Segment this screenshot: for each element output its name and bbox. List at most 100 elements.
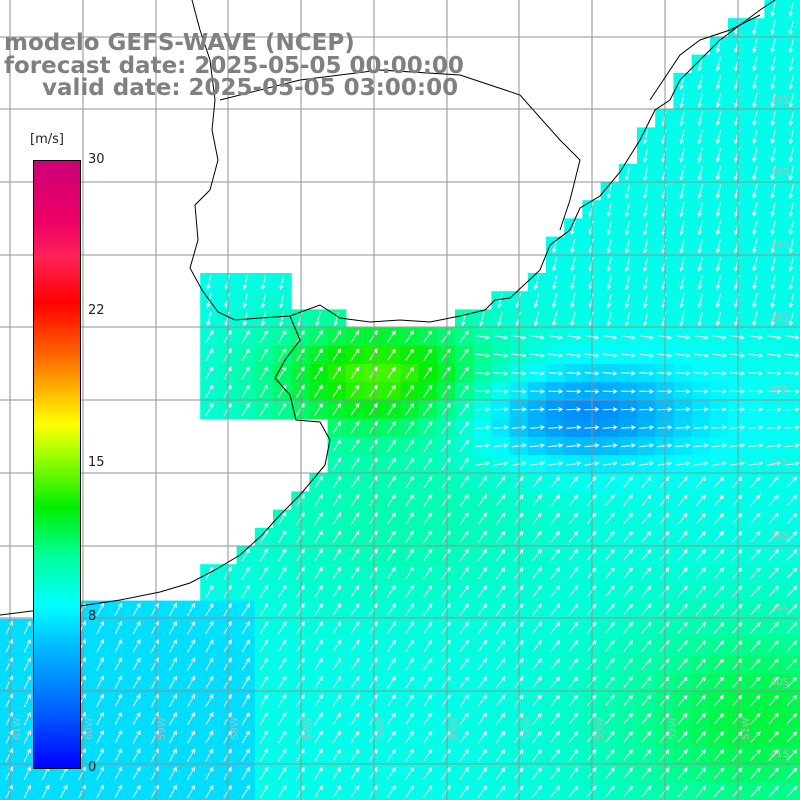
wind-arrow: [332, 475, 342, 489]
wind-arrow: [566, 352, 582, 358]
wind-arrow: [423, 566, 433, 580]
wind-arrow: [368, 603, 378, 616]
wind-arrow: [548, 425, 564, 430]
wind-arrow: [677, 694, 688, 707]
wind-arrow: [568, 585, 579, 598]
wind-arrow: [713, 731, 725, 743]
wind-arrow: [169, 693, 177, 708]
wind-arrow: [296, 384, 305, 398]
wind-arrow: [715, 111, 722, 127]
wind-arrow: [715, 184, 722, 199]
wind-arrow: [786, 749, 798, 761]
wind-arrow: [277, 584, 287, 598]
wind-arrow: [786, 640, 798, 652]
wind-arrow: [788, 20, 794, 36]
wind-arrow: [169, 639, 177, 653]
wind-arrow: [624, 238, 631, 254]
wind-arrow: [639, 443, 655, 448]
wind-arrow: [350, 584, 360, 598]
wind-arrow: [679, 184, 685, 199]
wind-arrow: [296, 548, 305, 562]
wind-arrow: [602, 370, 618, 376]
wind-arrow: [568, 494, 579, 507]
wind-arrow: [788, 74, 794, 90]
wind-arrow: [752, 184, 758, 199]
wind-arrow: [788, 93, 794, 108]
wind-arrow: [570, 275, 576, 290]
wind-arrow: [620, 335, 636, 340]
wind-arrow: [750, 694, 761, 707]
wind-arrow: [532, 494, 542, 507]
wind-arrow: [641, 548, 652, 561]
wind-arrow: [423, 330, 433, 343]
wind-arrow: [695, 494, 706, 507]
wind-arrow: [606, 256, 612, 272]
wind-arrow: [620, 461, 636, 466]
wind-arrow: [169, 620, 177, 635]
wind-arrow: [23, 748, 32, 762]
wind-arrow: [548, 352, 564, 358]
wind-arrow: [677, 767, 688, 780]
wind-arrow: [532, 639, 542, 652]
wind-arrow: [679, 293, 685, 309]
wind-arrow: [386, 384, 396, 398]
wind-arrow: [750, 658, 761, 670]
wind-arrow: [314, 329, 323, 343]
wind-arrow: [750, 621, 761, 634]
wind-arrow: [114, 729, 123, 744]
wind-arrow: [568, 748, 579, 762]
wind-arrow: [623, 530, 633, 543]
wind-arrow: [296, 748, 305, 762]
wind-arrow: [405, 766, 415, 780]
wind-arrow: [169, 748, 177, 762]
wind-arrow: [477, 785, 488, 798]
wind-arrow: [675, 389, 691, 394]
wind-arrow: [620, 425, 636, 430]
wind-arrow: [697, 111, 703, 127]
wind-arrow: [296, 766, 305, 780]
wind-arrow: [132, 620, 141, 635]
wind-arrow: [551, 293, 558, 309]
wind-arrow: [296, 712, 305, 726]
wind-arrow: [657, 352, 673, 358]
wind-arrow: [677, 494, 688, 507]
wind-arrow: [314, 348, 323, 362]
wind-arrow: [770, 184, 776, 199]
wind-arrow: [659, 658, 670, 671]
wind-arrow: [386, 694, 396, 707]
wind-arrow: [679, 311, 685, 327]
wind-arrow: [314, 493, 323, 507]
wind-arrow: [730, 389, 746, 394]
wind-arrow: [495, 730, 506, 743]
wind-arrow: [477, 730, 488, 744]
wind-arrow: [132, 784, 141, 799]
wind-arrow: [441, 657, 451, 671]
wind-arrow: [693, 461, 709, 466]
wind-arrow: [786, 585, 798, 597]
wind-arrow: [768, 676, 779, 689]
wind-arrow: [205, 584, 214, 598]
wind-arrow: [533, 275, 540, 290]
wind-arrow: [695, 585, 706, 598]
wind-arrow: [748, 443, 764, 448]
wind-arrow: [169, 730, 177, 744]
wind-arrow: [386, 530, 396, 543]
wind-arrow: [766, 425, 782, 430]
wind-arrow: [623, 494, 633, 507]
wind-arrow: [187, 639, 196, 653]
wind-arrow: [495, 639, 506, 652]
wind-arrow: [368, 475, 378, 489]
wind-arrow: [441, 694, 451, 707]
wind-arrow: [732, 621, 743, 634]
wind-arrow: [459, 421, 469, 434]
wind-arrow: [570, 293, 576, 309]
wind-arrow: [459, 475, 469, 489]
wind-arrow: [423, 548, 433, 562]
wind-arrow: [477, 639, 488, 653]
wind-arrow: [639, 335, 655, 340]
wind-arrow: [606, 202, 612, 218]
wind-arrow: [695, 767, 706, 780]
wind-arrow: [713, 621, 725, 634]
wind-arrow: [604, 548, 615, 561]
